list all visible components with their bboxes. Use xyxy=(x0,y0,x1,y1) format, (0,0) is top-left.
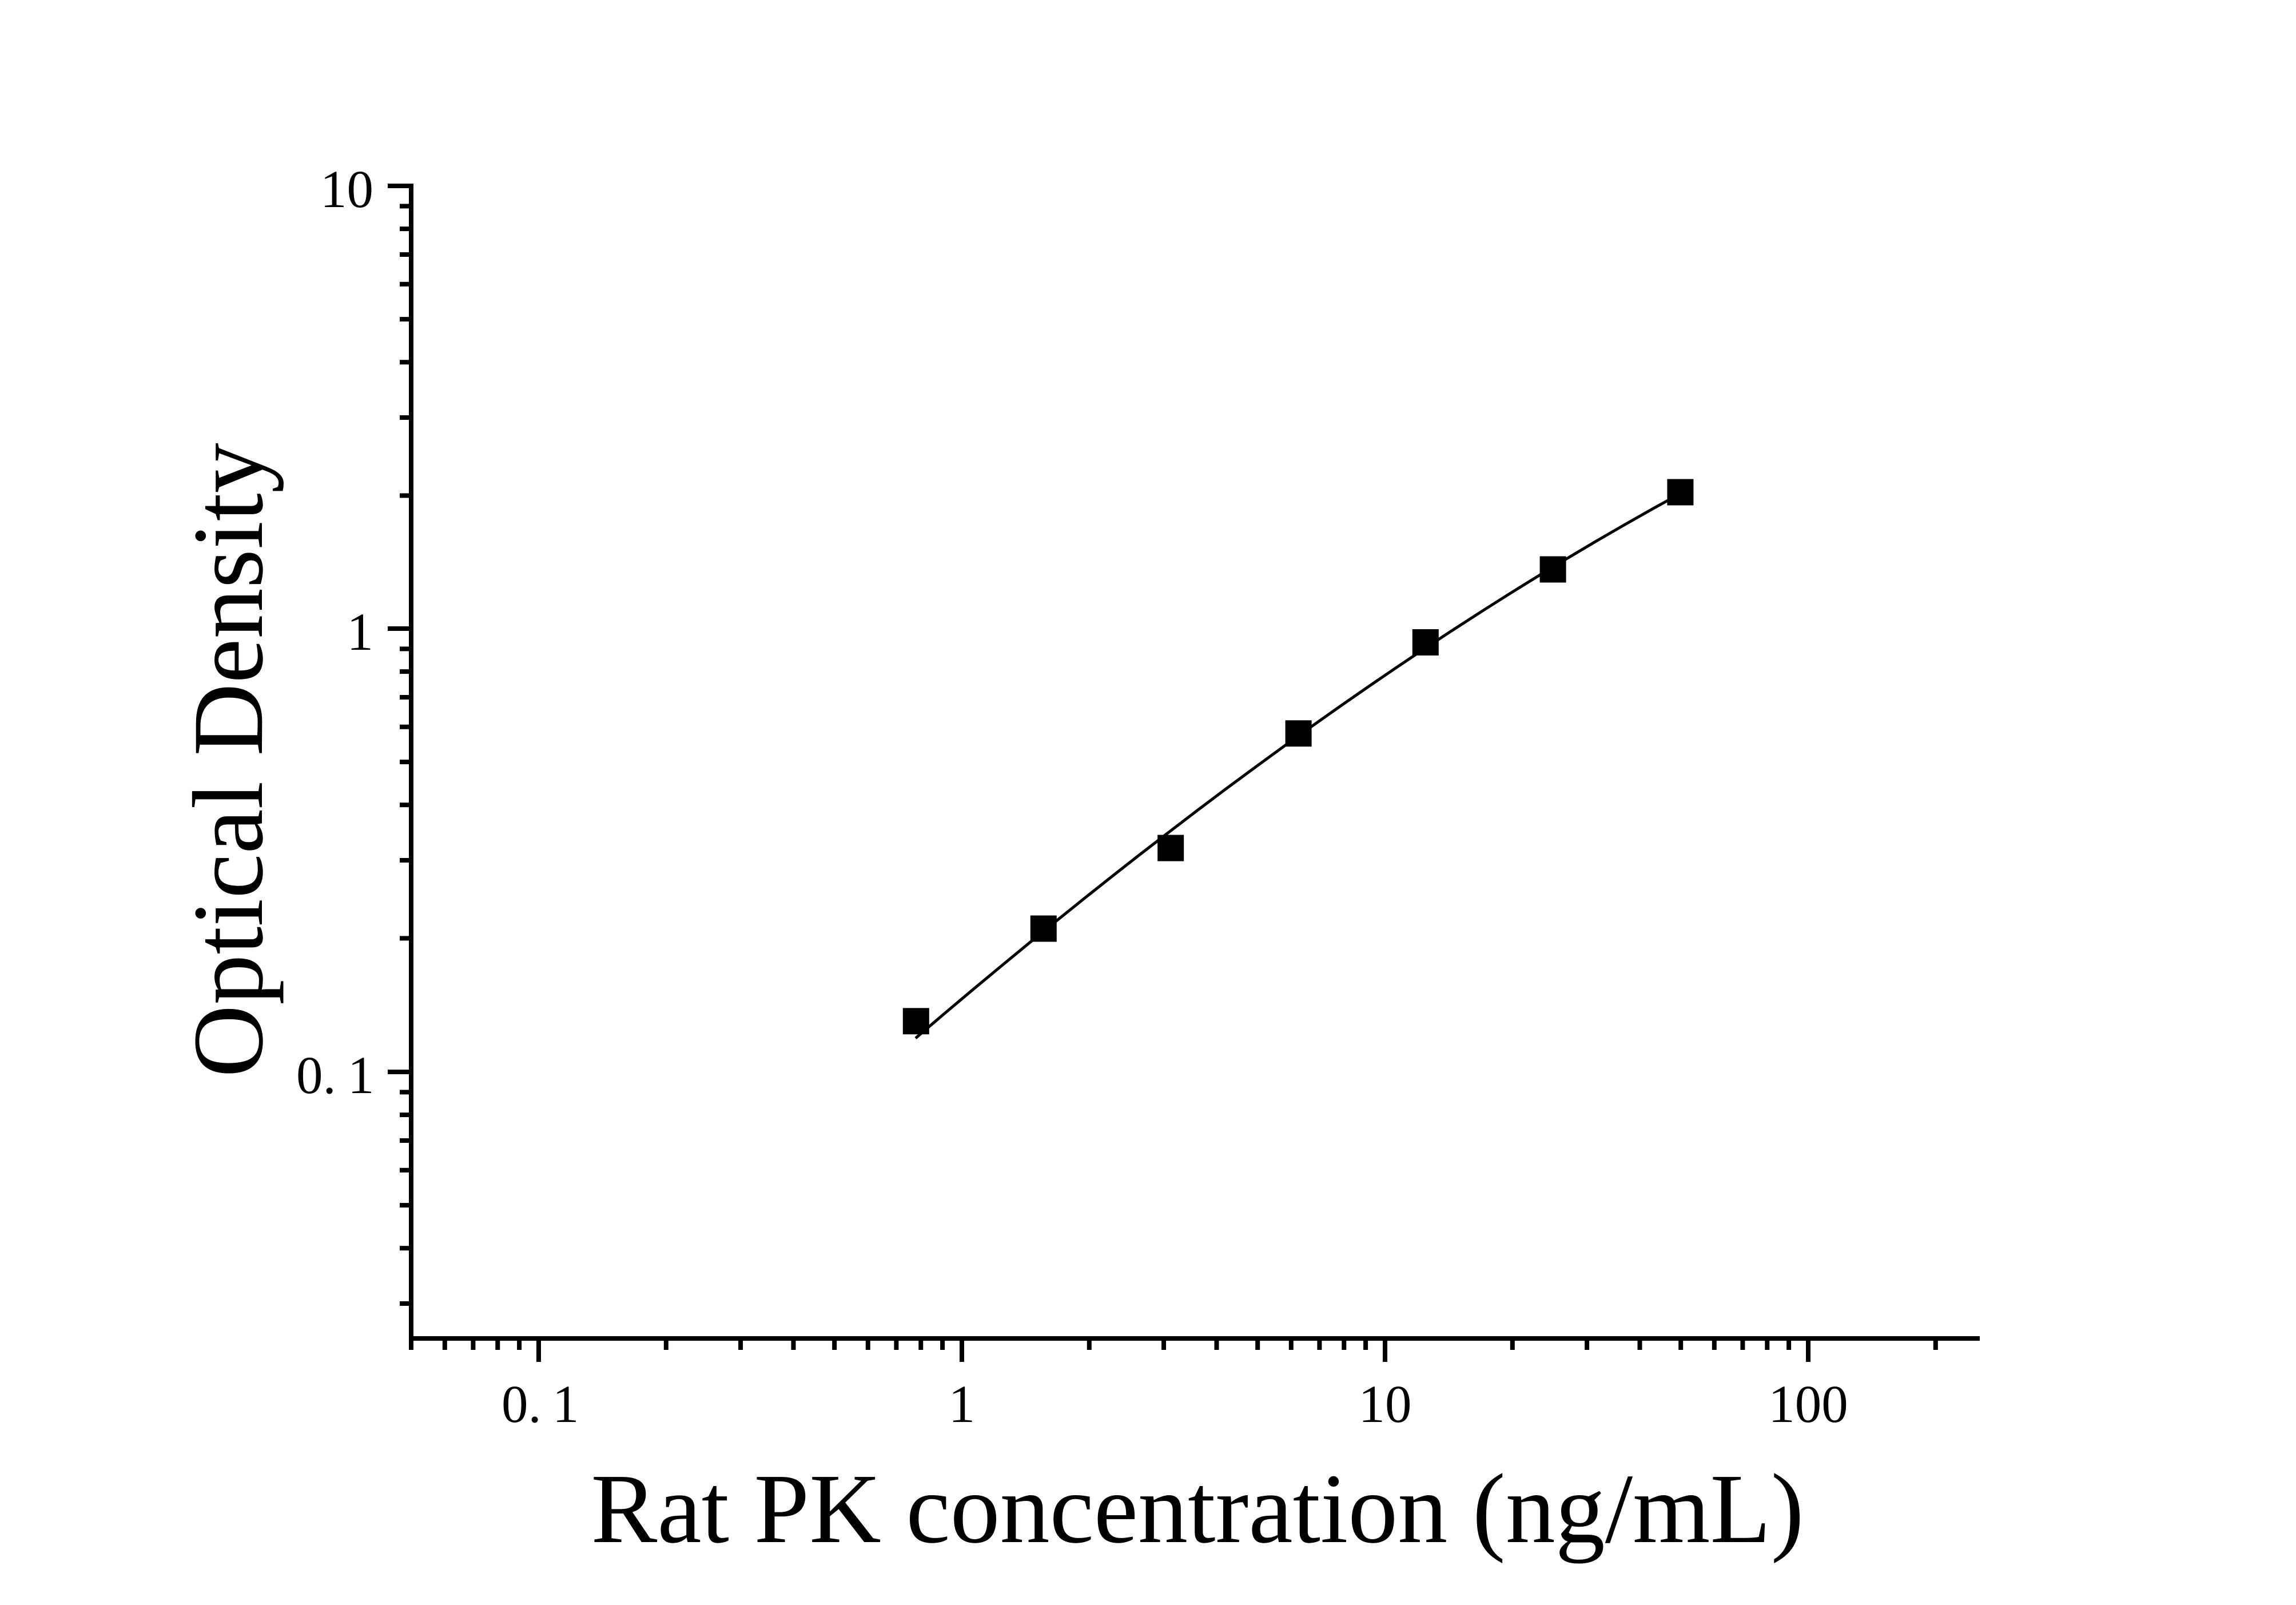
svg-text:1: 1 xyxy=(347,603,374,662)
svg-text:Optical Density: Optical Density xyxy=(173,443,284,1078)
svg-text:1: 1 xyxy=(552,1375,579,1434)
svg-text:100: 100 xyxy=(1768,1375,1848,1434)
svg-text:1: 1 xyxy=(348,1046,375,1105)
svg-text:Rat PK concentration (ng/mL): Rat PK concentration (ng/mL) xyxy=(591,1453,1804,1564)
svg-text:10: 10 xyxy=(1359,1375,1412,1434)
svg-text:1: 1 xyxy=(949,1375,976,1434)
svg-text:0.: 0. xyxy=(296,1046,336,1105)
svg-text:10: 10 xyxy=(320,160,373,219)
svg-text:0.: 0. xyxy=(502,1375,542,1434)
